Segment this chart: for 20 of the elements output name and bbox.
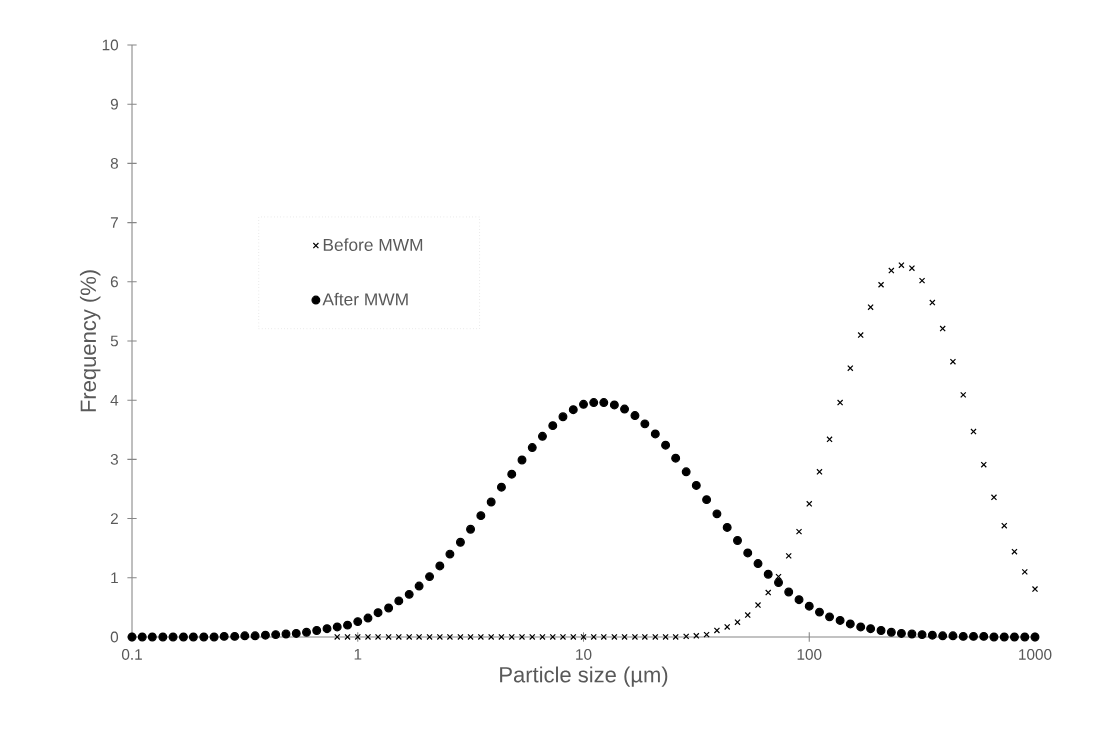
- y-tick-label: 2: [110, 513, 118, 524]
- x-tick-label: 10: [576, 649, 592, 660]
- x-tick-label: 0.1: [121, 649, 142, 660]
- y-tick-label: 10: [102, 39, 119, 51]
- x-axis-title: Particle size (µm): [500, 666, 668, 687]
- y-tick-label: 7: [110, 217, 118, 228]
- y-tick-label: 1: [111, 572, 118, 584]
- x-tick-label: 100: [797, 649, 822, 660]
- legend-label: After MWM: [322, 292, 408, 306]
- y-tick-label: 6: [110, 276, 118, 288]
- y-tick-label: 9: [110, 98, 118, 110]
- y-axis-title: Frequency (%): [79, 270, 101, 412]
- x-tick-label: 1000: [1019, 649, 1052, 660]
- y-tick-label: 8: [110, 157, 118, 169]
- legend-label: Before MWM: [323, 238, 423, 251]
- y-tick-label: 3: [110, 453, 118, 465]
- y-tick-label: 4: [110, 394, 119, 406]
- y-tick-label: 0: [110, 631, 119, 643]
- x-tick-label: 1: [354, 649, 362, 660]
- y-tick-label: 5: [110, 335, 119, 347]
